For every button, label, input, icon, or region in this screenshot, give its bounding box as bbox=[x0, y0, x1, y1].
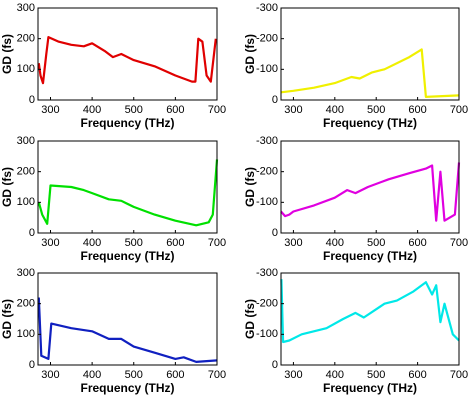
y-tick-label: 0 bbox=[272, 227, 278, 239]
x-tick-label: 300 bbox=[41, 104, 59, 116]
x-tick-label: 500 bbox=[367, 237, 385, 249]
y-tick-label: 0 bbox=[29, 94, 35, 106]
x-tick-label: 400 bbox=[83, 237, 101, 249]
x-tick-label: 600 bbox=[166, 369, 184, 381]
y-tick-label: 100 bbox=[17, 63, 35, 75]
y-tick-label: 100 bbox=[17, 196, 35, 208]
x-tick-label: 500 bbox=[125, 104, 143, 116]
y-tick-label: 200 bbox=[17, 33, 35, 45]
y-axis-label: GD (fs) bbox=[0, 299, 14, 339]
y-tick-label: -200 bbox=[256, 33, 278, 45]
x-tick-label: 700 bbox=[208, 104, 226, 116]
y-tick-label: -300 bbox=[256, 135, 278, 147]
y-tick-label: 300 bbox=[17, 2, 35, 14]
x-tick-label: 600 bbox=[408, 369, 426, 381]
y-tick-label: 0 bbox=[272, 359, 278, 371]
x-tick-label: 500 bbox=[125, 237, 143, 249]
x-tick-label: 600 bbox=[166, 104, 184, 116]
data-line bbox=[280, 279, 460, 344]
x-axis-label: Frequency (THz) bbox=[323, 249, 417, 263]
y-tick-label: -100 bbox=[256, 63, 278, 75]
x-tick-label: 500 bbox=[367, 104, 385, 116]
data-line bbox=[280, 162, 461, 222]
x-tick-label: 300 bbox=[284, 104, 302, 116]
x-tick-label: 400 bbox=[83, 369, 101, 381]
data-line bbox=[37, 297, 218, 363]
y-tick-label: 300 bbox=[17, 267, 35, 279]
x-tick-label: 300 bbox=[284, 369, 302, 381]
y-axis-label: GD (fs) bbox=[243, 299, 257, 339]
x-tick-label: 400 bbox=[326, 104, 344, 116]
y-axis-label: GD (fs) bbox=[0, 34, 14, 74]
x-tick-label: 500 bbox=[367, 369, 385, 381]
axes-frame bbox=[37, 7, 218, 101]
axes-frame bbox=[280, 7, 460, 101]
x-tick-label: 300 bbox=[284, 237, 302, 249]
x-axis-label: Frequency (THz) bbox=[323, 381, 417, 395]
x-tick-label: 700 bbox=[450, 369, 468, 381]
y-tick-label: 200 bbox=[17, 298, 35, 310]
x-axis-label: Frequency (THz) bbox=[80, 381, 174, 395]
y-tick-label: 100 bbox=[17, 328, 35, 340]
y-tick-label: -100 bbox=[256, 328, 278, 340]
y-tick-label: 300 bbox=[17, 135, 35, 147]
x-tick-label: 300 bbox=[41, 369, 59, 381]
x-axis-label: Frequency (THz) bbox=[80, 249, 174, 263]
y-tick-label: -100 bbox=[256, 196, 278, 208]
y-tick-label: -200 bbox=[256, 166, 278, 178]
x-tick-label: 600 bbox=[408, 104, 426, 116]
y-tick-label: 0 bbox=[29, 359, 35, 371]
x-tick-label: 700 bbox=[208, 369, 226, 381]
x-tick-label: 300 bbox=[41, 237, 59, 249]
axes-frame bbox=[280, 272, 460, 366]
x-axis-label: Frequency (THz) bbox=[80, 116, 174, 130]
data-line bbox=[37, 159, 219, 227]
x-tick-label: 700 bbox=[208, 237, 226, 249]
axes-frame bbox=[37, 140, 218, 234]
y-tick-label: -300 bbox=[256, 2, 278, 14]
x-tick-label: 400 bbox=[83, 104, 101, 116]
axes-frame bbox=[280, 140, 460, 234]
y-tick-label: 0 bbox=[29, 227, 35, 239]
y-tick-label: -200 bbox=[256, 298, 278, 310]
y-axis-label: GD (fs) bbox=[0, 167, 14, 207]
y-tick-label: 0 bbox=[272, 94, 278, 106]
x-tick-label: 600 bbox=[166, 237, 184, 249]
y-tick-label: 200 bbox=[17, 166, 35, 178]
data-line bbox=[37, 35, 217, 85]
x-tick-label: 600 bbox=[408, 237, 426, 249]
x-tick-label: 400 bbox=[326, 237, 344, 249]
axes-frame bbox=[37, 272, 218, 366]
y-axis-label: GD (fs) bbox=[243, 167, 257, 207]
x-tick-label: 400 bbox=[326, 369, 344, 381]
x-tick-label: 700 bbox=[450, 237, 468, 249]
x-tick-label: 700 bbox=[450, 104, 468, 116]
x-axis-label: Frequency (THz) bbox=[323, 116, 417, 130]
x-tick-label: 500 bbox=[125, 369, 143, 381]
data-line bbox=[280, 48, 460, 99]
y-axis-label: GD (fs) bbox=[243, 34, 257, 74]
y-tick-label: -300 bbox=[256, 267, 278, 279]
